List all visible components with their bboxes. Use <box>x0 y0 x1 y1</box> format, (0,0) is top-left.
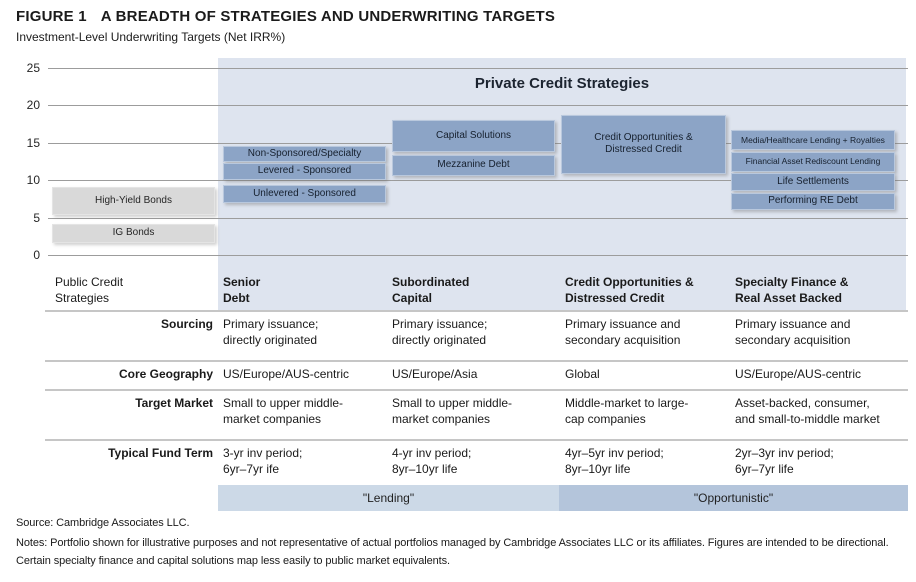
row-label-sourcing: Sourcing <box>160 317 213 331</box>
gridline-5 <box>48 217 908 219</box>
figure-number: FIGURE 1 <box>16 8 87 25</box>
figure-title: FIGURE 1 A BREADTH OF STRATEGIES AND UNDE… <box>16 8 555 25</box>
cell-sourcing-subordinated-capital: Primary issuance; directly originated <box>392 317 488 347</box>
y-tick-label-0: 0 <box>33 248 40 262</box>
cell-geography-credit-opportunities: Global <box>565 367 600 381</box>
cell-sourcing-credit-opportunities: Primary issuance and secondary acquisiti… <box>565 317 681 347</box>
bar-credit-opportunities-distressed-credit: Credit Opportunities & Distressed Credit <box>561 114 726 174</box>
opportunistic-band: "Opportunistic" <box>559 485 908 511</box>
source-line: Source: Cambridge Associates LLC. <box>16 517 190 529</box>
bar-media-healthcare-lending-royalties: Media/Healthcare Lending + Royalties <box>731 129 895 150</box>
y-tick-label-25: 25 <box>26 60 40 75</box>
cell-term-credit-opportunities: 4yr–5yr inv period; 8yr–10yr life <box>565 446 664 476</box>
bar-life-settlements: Life Settlements <box>731 173 895 191</box>
cell-target-subordinated-capital: Small to upper middle- market companies <box>392 396 513 426</box>
cell-sourcing-specialty-finance: Primary issuance and secondary acquisiti… <box>735 317 851 347</box>
cell-target-senior-debt: Small to upper middle- market companies <box>223 396 344 426</box>
column-header-subordinated-capital: Subordinated Capital <box>392 275 470 305</box>
figure-title-text: A BREADTH OF STRATEGIES AND UNDERWRITING… <box>100 8 556 25</box>
cell-geography-specialty-finance: US/Europe/AUS-centric <box>735 367 862 381</box>
chart-region-title: Private Credit Strategies <box>474 75 650 92</box>
bar-performing-re-debt: Performing RE Debt <box>731 192 895 210</box>
bar-unlevered-sponsored: Unlevered - Sponsored <box>223 185 386 203</box>
row-label-core-geography: Core Geography <box>118 367 213 381</box>
strategy-comparison-table: Public Credit Strategies Senior Debt Sub… <box>45 270 908 482</box>
figure-header: FIGURE 1 A BREADTH OF STRATEGIES AND UNDE… <box>16 8 555 44</box>
row-header-public-credit-strategies: Public Credit Strategies <box>55 275 124 305</box>
lending-band: "Lending" <box>218 485 559 511</box>
cell-sourcing-senior-debt: Primary issuance; directly originated <box>223 317 319 347</box>
gridline-0 <box>48 255 908 256</box>
row-label-target-market: Target Market <box>135 396 213 410</box>
bar-capital-solutions: Capital Solutions <box>392 120 555 152</box>
y-tick-label-5: 5 <box>33 210 40 225</box>
bar-levered-sponsored: Levered - Sponsored <box>223 162 386 180</box>
table-row-sourcing: Sourcing Primary issuance; directly orig… <box>45 312 908 362</box>
y-tick-label-20: 20 <box>26 98 40 112</box>
cell-geography-subordinated-capital: US/Europe/Asia <box>392 367 478 381</box>
cell-geography-senior-debt: US/Europe/AUS-centric <box>223 367 350 381</box>
cell-term-specialty-finance: 2yr–3yr inv period; 6yr–7yr life <box>735 446 834 476</box>
cell-term-subordinated-capital: 4-yr inv period; 8yr–10yr life <box>392 446 472 476</box>
table-header-row: Public Credit Strategies Senior Debt Sub… <box>45 270 908 312</box>
y-tick-label-10: 10 <box>26 173 40 187</box>
underwriting-targets-chart: 0 5 10 15 20 25 Private Credit Strategies Hig… <box>0 58 916 312</box>
bar-mezzanine-debt: Mezzanine Debt <box>392 154 555 177</box>
cell-term-senior-debt: 3-yr inv period; 6yr–7yr ife <box>223 446 303 476</box>
cell-target-specialty-finance: Asset-backed, consumer, and small-to-mid… <box>735 396 880 426</box>
bar-ig-bonds: IG Bonds <box>52 223 215 243</box>
gridline-25 <box>48 67 908 69</box>
bar-financial-asset-rediscount-lending: Financial Asset Rediscount Lending <box>731 151 895 172</box>
row-label-typical-fund-term: Typical Fund Term <box>108 446 213 460</box>
table-row-typical-fund-term: Typical Fund Term 3-yr inv period; 6yr–7… <box>45 441 908 482</box>
figure-subtitle: Investment-Level Underwriting Targets (N… <box>16 30 286 44</box>
column-header-specialty-finance: Specialty Finance & Real Asset Backed <box>735 275 849 305</box>
column-header-senior-debt: Senior Debt <box>223 275 261 305</box>
table-row-core-geography: Core Geography US/Europe/AUS-centric US/… <box>45 362 908 391</box>
bar-non-sponsored-specialty: Non-Sponsored/Specialty <box>223 146 386 162</box>
notes-text: Notes: Portfolio shown for illustrative … <box>16 537 889 567</box>
cell-target-credit-opportunities: Middle-market to large- cap companies <box>565 396 689 426</box>
gridline-10 <box>48 180 908 181</box>
category-bands: "Lending" "Opportunistic" <box>218 485 908 511</box>
column-header-credit-opportunities: Credit Opportunities & Distressed Credit <box>565 275 694 305</box>
y-tick-label-15: 15 <box>26 135 40 150</box>
gridline-20 <box>48 105 908 106</box>
bar-high-yield-bonds: High-Yield Bonds <box>52 186 215 216</box>
footnotes: Source: Cambridge Associates LLC. Notes:… <box>16 517 910 570</box>
table-row-target-market: Target Market Small to upper middle- mar… <box>45 391 908 441</box>
